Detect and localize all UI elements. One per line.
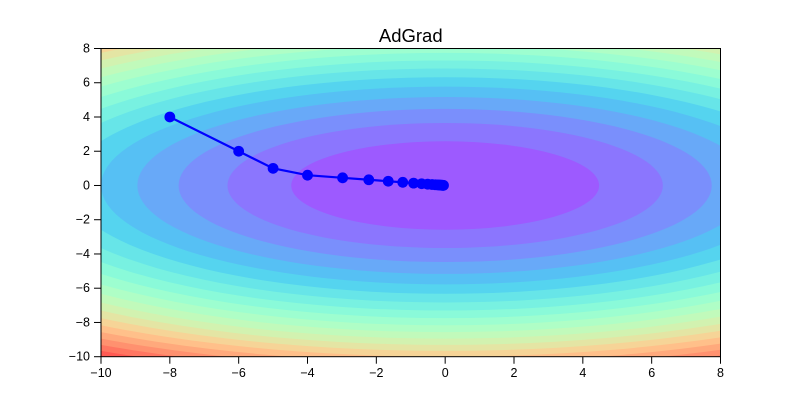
svg-text:6: 6: [83, 76, 90, 90]
svg-text:−8: −8: [76, 315, 90, 329]
svg-text:−2: −2: [76, 213, 90, 227]
svg-text:0: 0: [442, 366, 449, 380]
svg-text:2: 2: [511, 366, 518, 380]
svg-text:6: 6: [648, 366, 655, 380]
svg-text:−2: −2: [369, 366, 383, 380]
svg-text:4: 4: [579, 366, 586, 380]
svg-text:8: 8: [83, 42, 90, 56]
svg-text:−10: −10: [69, 350, 90, 364]
svg-text:4: 4: [83, 110, 90, 124]
svg-text:−10: −10: [90, 366, 111, 380]
svg-text:−4: −4: [76, 247, 90, 261]
svg-text:−8: −8: [163, 366, 177, 380]
svg-text:0: 0: [83, 178, 90, 192]
svg-text:2: 2: [83, 144, 90, 158]
svg-text:−6: −6: [76, 281, 90, 295]
svg-text:8: 8: [717, 366, 724, 380]
svg-text:−6: −6: [232, 366, 246, 380]
svg-text:−4: −4: [300, 366, 314, 380]
